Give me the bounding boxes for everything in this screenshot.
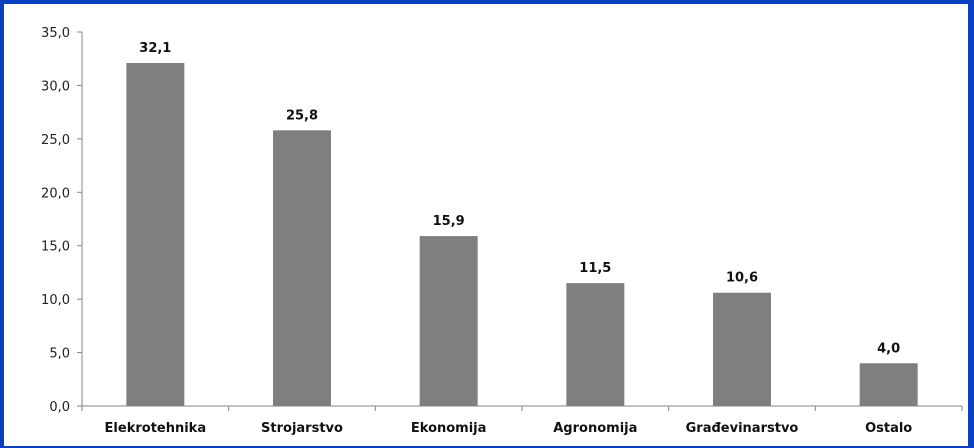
bars — [126, 62, 918, 406]
data-label: 11,5 — [579, 261, 611, 276]
y-axis: 0,0 5,0 10,0 15,0 20,0 25,0 30,0 35,0 — [41, 26, 83, 415]
y-tick-label: 0,0 — [49, 400, 70, 415]
data-label: 25,8 — [286, 108, 318, 123]
y-tick-label: 15,0 — [41, 240, 70, 255]
data-label: 4,0 — [877, 341, 900, 356]
bar — [126, 62, 185, 406]
bar — [419, 236, 478, 406]
category-label: Građevinarstvo — [686, 421, 799, 436]
category-label: Strojarstvo — [261, 421, 343, 436]
bar — [566, 283, 625, 406]
y-tick-label: 20,0 — [41, 186, 70, 201]
y-tick-label: 30,0 — [41, 79, 70, 94]
y-tick-label: 10,0 — [41, 293, 70, 308]
bar — [713, 292, 771, 406]
data-label: 10,6 — [726, 271, 758, 286]
y-tick-label: 5,0 — [49, 347, 70, 362]
data-labels: 32,1 25,8 15,9 11,5 10,6 4,0 — [139, 41, 900, 356]
category-label: Agronomija — [553, 421, 637, 436]
y-tick-label: 35,0 — [41, 26, 70, 41]
y-tick-label: 25,0 — [41, 133, 70, 148]
category-label: Elekrotehnika — [105, 421, 207, 436]
bar — [859, 363, 918, 406]
bar — [273, 130, 331, 406]
chart-frame: 0,0 5,0 10,0 15,0 20,0 25,0 30,0 35,0 Elekroteh… — [4, 4, 968, 446]
data-label: 32,1 — [139, 41, 171, 56]
bar-chart: 0,0 5,0 10,0 15,0 20,0 25,0 30,0 35,0 Elekroteh… — [41, 26, 963, 436]
data-label: 15,9 — [433, 214, 465, 229]
x-axis: Elekrotehnika Strojarstvo Ekonomija Agronom… — [81, 405, 963, 436]
category-label: Ekonomija — [411, 421, 487, 436]
category-label: Ostalo — [865, 421, 912, 436]
